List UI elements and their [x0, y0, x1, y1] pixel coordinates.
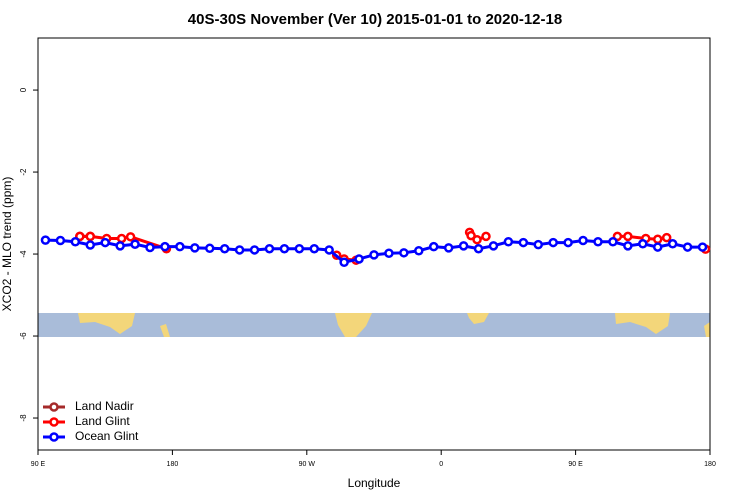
africa [467, 313, 489, 324]
data-point [503, 236, 514, 247]
data-point [40, 235, 51, 245]
x-tick-label: 90 W [299, 461, 316, 468]
south-america [335, 313, 372, 337]
data-point [466, 230, 476, 241]
data-point [548, 237, 558, 248]
data-point [652, 242, 663, 252]
data-point [204, 243, 215, 254]
data-point [593, 236, 603, 247]
data-point [324, 245, 334, 255]
y-tick-label: -8 [19, 414, 28, 422]
data-point [428, 241, 439, 252]
y-tick-label: -6 [19, 332, 28, 340]
data-point [533, 239, 544, 250]
data-point [458, 241, 469, 251]
data-point [472, 234, 482, 245]
plot-frame [37, 37, 711, 451]
data-point [623, 231, 633, 242]
data-point [443, 243, 454, 253]
data-point [399, 248, 409, 258]
data-point [125, 232, 136, 242]
x-tick-label: 90 E [568, 461, 583, 468]
x-tick-label: 180 [167, 461, 179, 468]
data-point [294, 243, 305, 254]
x-tick-label: 90 E [31, 461, 46, 468]
ocean-band [38, 313, 710, 337]
data-point [339, 257, 349, 267]
data-point [160, 241, 170, 252]
data-point [563, 237, 573, 248]
legend-marker [49, 402, 59, 412]
data-point [473, 243, 484, 254]
data-point [414, 246, 424, 256]
data-point [384, 248, 394, 258]
x-tick-label: 180 [704, 461, 716, 468]
data-point [85, 240, 96, 250]
new-zealand [160, 324, 170, 337]
data-point [264, 243, 275, 254]
data-point [518, 237, 529, 248]
new-zealand [704, 322, 710, 337]
data-point [219, 243, 230, 254]
map-strip [38, 313, 710, 337]
australia [615, 313, 670, 334]
y-tick-label: -4 [19, 250, 28, 258]
australia [78, 313, 135, 334]
data-point [652, 234, 663, 245]
data-point [354, 254, 364, 264]
legend-marker [49, 432, 59, 442]
legend-marker [49, 417, 59, 427]
data-point [234, 245, 245, 255]
legend-label: Land Nadir [75, 399, 134, 413]
data-point [369, 250, 379, 260]
data-point [661, 232, 672, 243]
data-point [145, 242, 155, 253]
data-point [697, 242, 708, 252]
data-point [623, 241, 633, 251]
data-point [638, 239, 648, 249]
data-point [115, 241, 125, 251]
data-point [249, 245, 260, 255]
data-point [481, 231, 491, 242]
data-point [608, 236, 618, 247]
data-point [309, 243, 320, 254]
data-point [116, 233, 127, 244]
y-tick-label: 0 [19, 87, 28, 92]
data-point [667, 239, 678, 249]
x-axis-label: Longitude [348, 476, 401, 490]
data-point [175, 241, 185, 252]
data-point [279, 243, 290, 254]
data-point [488, 241, 499, 251]
legend-label: Ocean Glint [75, 429, 139, 443]
data-point [100, 237, 110, 248]
data-point [55, 235, 66, 246]
legend-label: Land Glint [75, 414, 130, 428]
data-point [85, 231, 96, 242]
data-point [682, 242, 693, 252]
data-point [70, 236, 81, 247]
y-tick-label: -2 [19, 168, 28, 176]
data-point [578, 235, 588, 246]
data-point [190, 243, 200, 253]
chart-title: 40S-30S November (Ver 10) 2015-01-01 to … [188, 11, 562, 28]
data-point [130, 239, 140, 249]
y-axis-label: XCO2 - MLO trend (ppm) [0, 177, 14, 312]
x-tick-label: 0 [439, 461, 443, 468]
